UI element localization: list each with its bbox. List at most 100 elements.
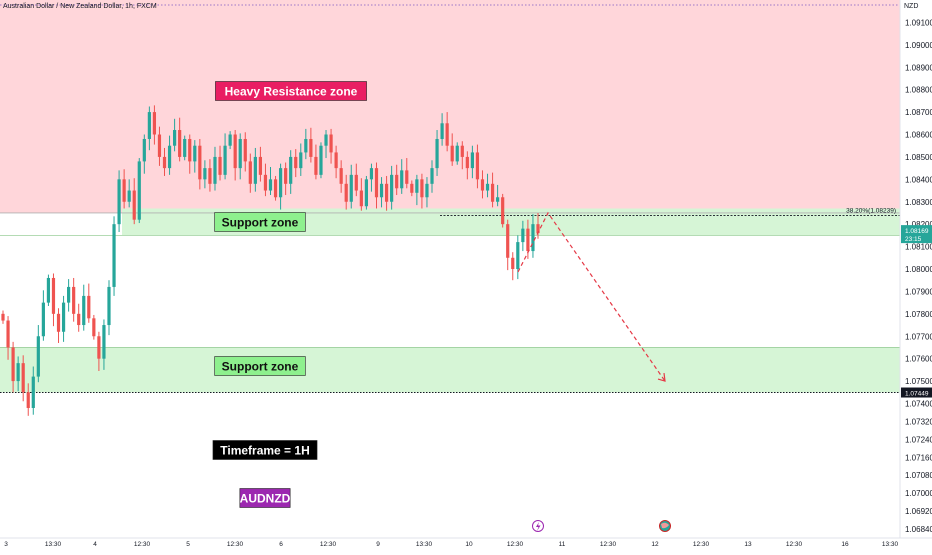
time-tick-label: 11: [559, 541, 566, 548]
time-tick-label: 12:30: [693, 541, 710, 548]
price-tick-label: 1.08100: [905, 243, 932, 252]
candle-body: [31, 376, 35, 408]
currency-label: NZD: [904, 3, 919, 10]
candle-body: [92, 318, 96, 337]
support-zone-label: Support zone: [222, 359, 299, 373]
candle-body: [193, 145, 197, 162]
time-tick-label: 12:30: [320, 541, 337, 548]
price-tick-label: 1.08200: [905, 220, 932, 229]
price-tick-label: 1.08300: [905, 198, 932, 207]
candle-body: [289, 156, 293, 184]
candle-body: [132, 190, 136, 220]
time-tick-label: 13:30: [45, 541, 62, 548]
fib-label: 38.20%(1.08239): [846, 207, 896, 214]
candle-body: [501, 197, 505, 225]
candle-body: [511, 257, 515, 269]
candle-body: [228, 134, 232, 146]
candle-body: [87, 295, 91, 319]
candle-body: [480, 179, 485, 191]
candle-body: [188, 138, 192, 162]
price-tick-label: 1.07500: [905, 377, 932, 386]
price-tick-label: 1.08000: [905, 265, 932, 274]
time-tick-label: 12:30: [227, 541, 244, 548]
resistance-zone-label: Heavy Resistance zone: [225, 84, 358, 98]
price-tick-label: 1.07240: [905, 435, 932, 444]
candle-body: [319, 145, 323, 175]
candle-body: [369, 168, 374, 180]
candle-body: [233, 134, 237, 169]
candle-body: [41, 302, 45, 337]
candle-body: [506, 224, 510, 258]
candle-body: [152, 112, 157, 135]
candle-body: [450, 145, 454, 162]
candle-body: [435, 138, 439, 169]
candle-body: [516, 242, 520, 269]
candle-body: [273, 179, 278, 198]
timeframe-label: Timeframe = 1H: [220, 443, 310, 457]
projection-arrow: [517, 211, 666, 382]
timeframe-label-box: [212, 440, 318, 460]
symbol-title: Australian Dollar / New Zealand Dollar, …: [3, 3, 157, 10]
support-zone-label-box: [214, 212, 306, 232]
candle-body: [127, 190, 131, 202]
time-tick-label: 13:30: [882, 541, 899, 548]
candle-body: [97, 336, 101, 359]
candle-body: [173, 130, 177, 146]
globe-icon[interactable]: [659, 520, 671, 532]
candle-body: [167, 145, 172, 169]
candle-body: [420, 179, 424, 198]
countdown-text: 23:15: [905, 236, 922, 243]
target-price-text: 1.07449: [905, 391, 929, 398]
price-tick-label: 1.07320: [905, 417, 932, 426]
price-tick-label: 1.08700: [905, 108, 932, 117]
time-tick-label: 12:30: [600, 541, 617, 548]
time-tick-label: 13: [744, 541, 752, 548]
candle-body: [178, 130, 182, 157]
candle-body: [203, 168, 207, 180]
candle-body: [112, 224, 116, 287]
candle-body: [531, 224, 535, 252]
candle-body: [238, 138, 242, 169]
price-axis[interactable]: [900, 0, 932, 550]
candle-body: [16, 363, 20, 382]
candle-body: [309, 138, 313, 157]
candle-body: [304, 138, 308, 153]
candle-body: [77, 313, 81, 326]
candle-body: [390, 174, 394, 202]
candle-body: [410, 183, 414, 193]
candle-body: [526, 228, 530, 252]
candle-body: [536, 224, 540, 234]
lightning-icon[interactable]: [532, 520, 544, 532]
resistance-zone-label-box: [215, 81, 367, 101]
candle-body: [475, 152, 480, 180]
price-tick-label: 1.08600: [905, 131, 932, 140]
price-tick-label: 1.08500: [905, 153, 932, 162]
price-tick-label: 1.07000: [905, 489, 932, 498]
candle-body: [400, 170, 404, 189]
price-tick-label: 1.07400: [905, 400, 932, 409]
candle-body: [465, 156, 469, 169]
candle-body: [344, 183, 348, 202]
candle-body: [162, 156, 167, 169]
candle-body: [455, 145, 459, 162]
candle-body: [485, 183, 490, 191]
candle-body: [415, 179, 419, 193]
candle-body: [56, 313, 61, 332]
arrow-head: [657, 373, 666, 382]
price-tick-label: 1.08400: [905, 175, 932, 184]
time-tick-label: 16: [841, 541, 849, 548]
price-tick-label: 1.09100: [905, 18, 932, 27]
candle-body: [142, 138, 146, 162]
candle-body: [21, 363, 25, 393]
candle-body: [258, 156, 263, 175]
candle-body: [496, 197, 500, 202]
time-tick-label: 9: [376, 541, 380, 548]
candle-body: [1, 313, 5, 321]
support-zone-label: Support zone: [222, 215, 299, 229]
candle-body: [395, 174, 399, 189]
candle-body: [223, 145, 227, 175]
candle-body: [36, 336, 40, 377]
price-tick-label: 1.07700: [905, 332, 932, 341]
